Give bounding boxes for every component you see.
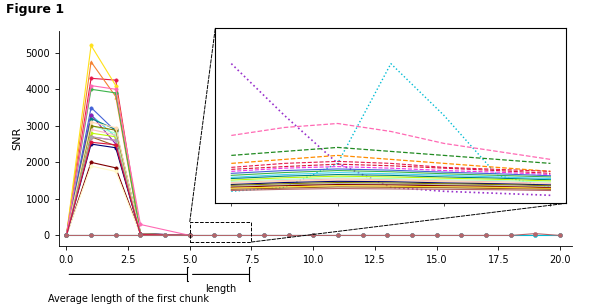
Text: Average length of the first chunk: Average length of the first chunk [48, 294, 209, 304]
Text: Figure 1: Figure 1 [6, 3, 64, 16]
Y-axis label: SNR: SNR [12, 127, 22, 150]
Text: length: length [205, 284, 236, 294]
